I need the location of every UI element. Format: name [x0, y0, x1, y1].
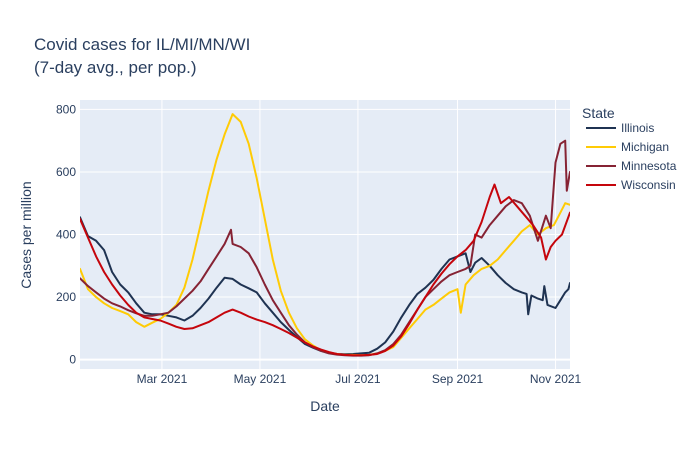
x-tick-label: Sep 2021	[432, 372, 484, 386]
chart-title: Covid cases for IL/MI/MN/WI (7-day avg.,…	[34, 35, 250, 77]
x-gridlines	[161, 100, 557, 369]
y-tick-label: 200	[56, 290, 76, 304]
legend-label-wisconsin: Wisconsin	[621, 178, 676, 192]
legend-label-michigan: Michigan	[621, 140, 669, 154]
series-line-wisconsin	[80, 183, 570, 357]
legend-label-illinois: Illinois	[621, 121, 654, 135]
y-tick-label: 800	[56, 102, 76, 116]
y-axis-title: Cases per million	[18, 181, 34, 288]
x-tick-label: Nov 2021	[530, 372, 582, 386]
series-lines	[80, 113, 570, 357]
legend-label-minnesota: Minnesota	[621, 159, 677, 173]
x-tick-label: Mar 2021	[137, 372, 188, 386]
x-axis-title: Date	[310, 398, 340, 414]
y-tick-label: 600	[56, 165, 76, 179]
y-tick-label: 0	[69, 353, 76, 367]
y-axis-tick-labels: 0 200 400 600 800	[56, 102, 76, 366]
chart-title-line-1: Covid cases for IL/MI/MN/WI	[34, 35, 250, 54]
x-axis-tick-labels: Mar 2021 May 2021 Jul 2021 Sep 2021 Nov 2021	[137, 372, 582, 386]
x-tick-label: Jul 2021	[335, 372, 381, 386]
chart-title-line-2: (7-day avg., per pop.)	[34, 58, 197, 77]
x-tick-label: May 2021	[234, 372, 287, 386]
legend-title: State	[582, 105, 615, 121]
legend: State Illinois Michigan Minnesota Wisconsin	[582, 105, 677, 192]
y-tick-label: 400	[56, 228, 76, 242]
